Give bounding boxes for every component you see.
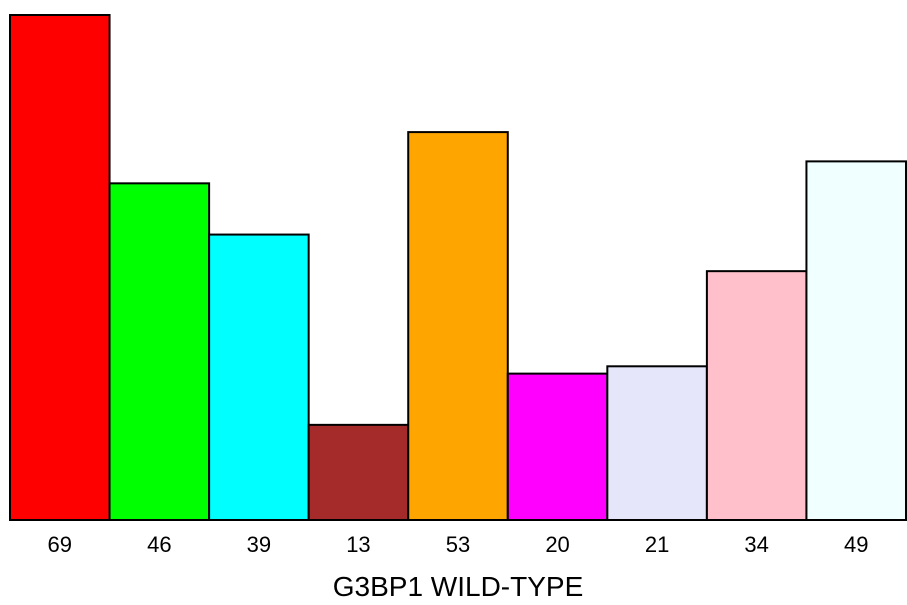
bar-5 [506,372,609,522]
bar-1 [108,182,211,521]
x-tick-label-1: 46 [147,532,171,557]
bar-7 [705,270,808,521]
x-tick-label-3: 13 [346,532,370,557]
x-tick-label-7: 34 [744,532,768,557]
bar-6 [606,365,708,521]
bar-4 [407,131,509,522]
x-tick-label-6: 21 [645,532,669,557]
bar-2 [208,233,310,521]
x-tick-label-0: 69 [48,532,72,557]
bar-0 [9,14,111,521]
x-tick-label-2: 39 [247,532,271,557]
tick-labels-group: 69 46 39 13 53 20 21 34 49 [48,532,869,557]
bars-group [9,14,907,522]
bar-8 [805,160,907,522]
bar-3 [307,423,410,521]
x-tick-label-8: 49 [844,532,868,557]
x-axis-title: G3BP1 WILD-TYPE [333,571,584,602]
x-tick-label-4: 53 [446,532,470,557]
x-tick-label-5: 20 [545,532,569,557]
